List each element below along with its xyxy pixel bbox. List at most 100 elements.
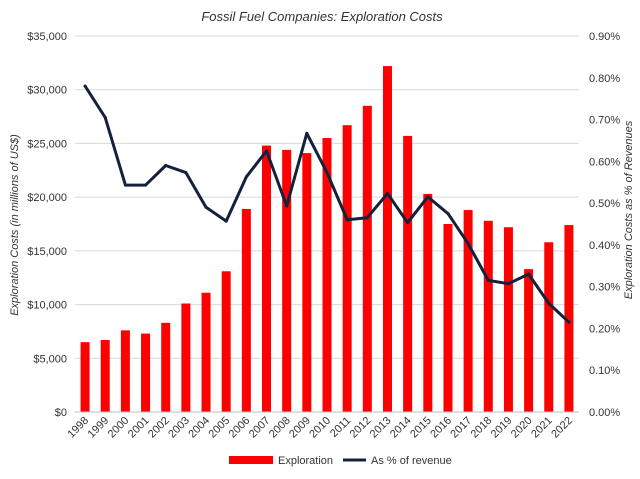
x-tick-label: 2014: [388, 415, 414, 441]
y2-tick-label: 0.50%: [589, 198, 620, 210]
bar-2020: [524, 269, 533, 412]
y-tick-label: $25,000: [27, 138, 67, 150]
line-point-2013: [386, 192, 389, 195]
y-tick-label: $35,000: [27, 31, 67, 43]
bar-2011: [343, 125, 352, 412]
line-point-2004: [205, 206, 208, 209]
y2-tick-label: 0.00%: [589, 407, 620, 419]
line-point-2000: [124, 184, 127, 187]
y-tick-label: $20,000: [27, 192, 67, 204]
y-axis-ticks: $0 $5,000 $10,000 $15,000 $20,000 $25,000 $30,…: [27, 31, 67, 419]
y2-axis-title: Exploration Costs as % of Revenues: [623, 120, 635, 299]
bar-2001: [141, 334, 150, 412]
line-point-2011: [346, 218, 349, 221]
bar-2015: [423, 194, 432, 412]
bar-2016: [443, 224, 452, 412]
bar-2004: [202, 293, 211, 412]
bar-2002: [161, 323, 170, 412]
line-point-2006: [245, 175, 248, 178]
bar-2000: [121, 330, 130, 412]
x-tick-label: 2007: [247, 415, 273, 441]
bar-2019: [504, 227, 513, 412]
bar-2003: [181, 303, 190, 412]
x-tick-label: 2013: [368, 415, 394, 441]
bar-1999: [101, 340, 110, 412]
line-point-2022: [567, 321, 570, 324]
y2-tick-label: 0.80%: [589, 73, 620, 85]
x-tick-label: 2002: [146, 415, 172, 441]
bar-2014: [403, 136, 412, 412]
line-point-2014: [406, 221, 409, 224]
legend-label-exploration: Exploration: [278, 455, 333, 467]
y-tick-label: $0: [55, 407, 67, 419]
x-tick-label: 2010: [307, 415, 333, 441]
bar-1998: [81, 342, 90, 412]
line-point-2012: [366, 216, 369, 219]
y-tick-label: $15,000: [27, 246, 67, 258]
x-tick-label: 1999: [86, 415, 112, 441]
line-point-1998: [84, 85, 87, 88]
x-tick-label: 2019: [489, 415, 515, 441]
line-point-2005: [225, 220, 228, 223]
line-point-2015: [426, 195, 429, 198]
x-tick-label: 2004: [186, 415, 212, 441]
bar-2005: [222, 271, 231, 412]
y2-tick-label: 0.70%: [589, 115, 620, 127]
x-tick-label: 2001: [126, 415, 152, 441]
y2-tick-label: 0.60%: [589, 156, 620, 168]
legend-swatch-exploration: [229, 456, 273, 464]
line-point-2019: [507, 282, 510, 285]
y2-tick-label: 0.30%: [589, 282, 620, 294]
exploration-costs-chart: Fossil Fuel Companies: Exploration Costs…: [0, 0, 640, 479]
y-tick-label: $30,000: [27, 85, 67, 97]
x-tick-label: 2016: [428, 415, 454, 441]
line-point-2016: [446, 212, 449, 215]
line-point-2021: [547, 302, 550, 305]
line-point-2008: [285, 205, 288, 208]
x-tick-label: 2020: [509, 415, 535, 441]
x-tick-label: 2017: [448, 415, 474, 441]
x-tick-label: 2009: [287, 415, 313, 441]
line-point-2017: [467, 242, 470, 245]
bar-2009: [302, 153, 311, 412]
x-tick-label: 2022: [549, 415, 575, 441]
x-tick-label: 2000: [106, 415, 132, 441]
line-point-2020: [527, 273, 530, 276]
y2-tick-label: 0.90%: [589, 31, 620, 43]
bar-2006: [242, 209, 251, 412]
line-point-2001: [144, 184, 147, 187]
x-tick-label: 1998: [65, 415, 91, 441]
line-point-2009: [305, 132, 308, 135]
bar-2021: [544, 242, 553, 412]
x-tick-label: 2006: [227, 415, 253, 441]
x-tick-label: 2021: [529, 415, 555, 441]
bar-2018: [484, 221, 493, 412]
line-point-2010: [326, 171, 329, 174]
x-tick-label: 2018: [469, 415, 495, 441]
bar-2007: [262, 146, 271, 412]
y-tick-label: $5,000: [33, 353, 67, 365]
x-axis-ticks: 1998199920002001200220032004200520062007…: [65, 415, 575, 441]
x-tick-label: 2008: [267, 415, 293, 441]
line-point-2002: [164, 164, 167, 167]
bar-2012: [363, 106, 372, 412]
x-tick-label: 2015: [408, 415, 434, 441]
y2-tick-label: 0.10%: [589, 365, 620, 377]
x-tick-label: 2003: [166, 415, 192, 441]
line-point-2007: [265, 149, 268, 152]
line-point-2018: [487, 279, 490, 282]
y2-tick-label: 0.40%: [589, 240, 620, 252]
x-tick-label: 2011: [328, 415, 353, 440]
bar-series: [81, 66, 574, 412]
line-point-2003: [184, 171, 187, 174]
y2-axis-ticks: 0.00% 0.10% 0.20% 0.30% 0.40% 0.50% 0.60% 0.70%…: [589, 31, 620, 419]
line-point-1999: [104, 116, 107, 119]
chart-title: Fossil Fuel Companies: Exploration Costs: [201, 9, 443, 24]
x-tick-label: 2005: [207, 415, 233, 441]
y-tick-label: $10,000: [27, 300, 67, 312]
bar-2013: [383, 66, 392, 412]
y2-tick-label: 0.20%: [589, 323, 620, 335]
x-tick-label: 2012: [348, 415, 374, 441]
legend-label-pct-revenue: As % of revenue: [371, 455, 452, 467]
legend: Exploration As % of revenue: [229, 455, 452, 467]
